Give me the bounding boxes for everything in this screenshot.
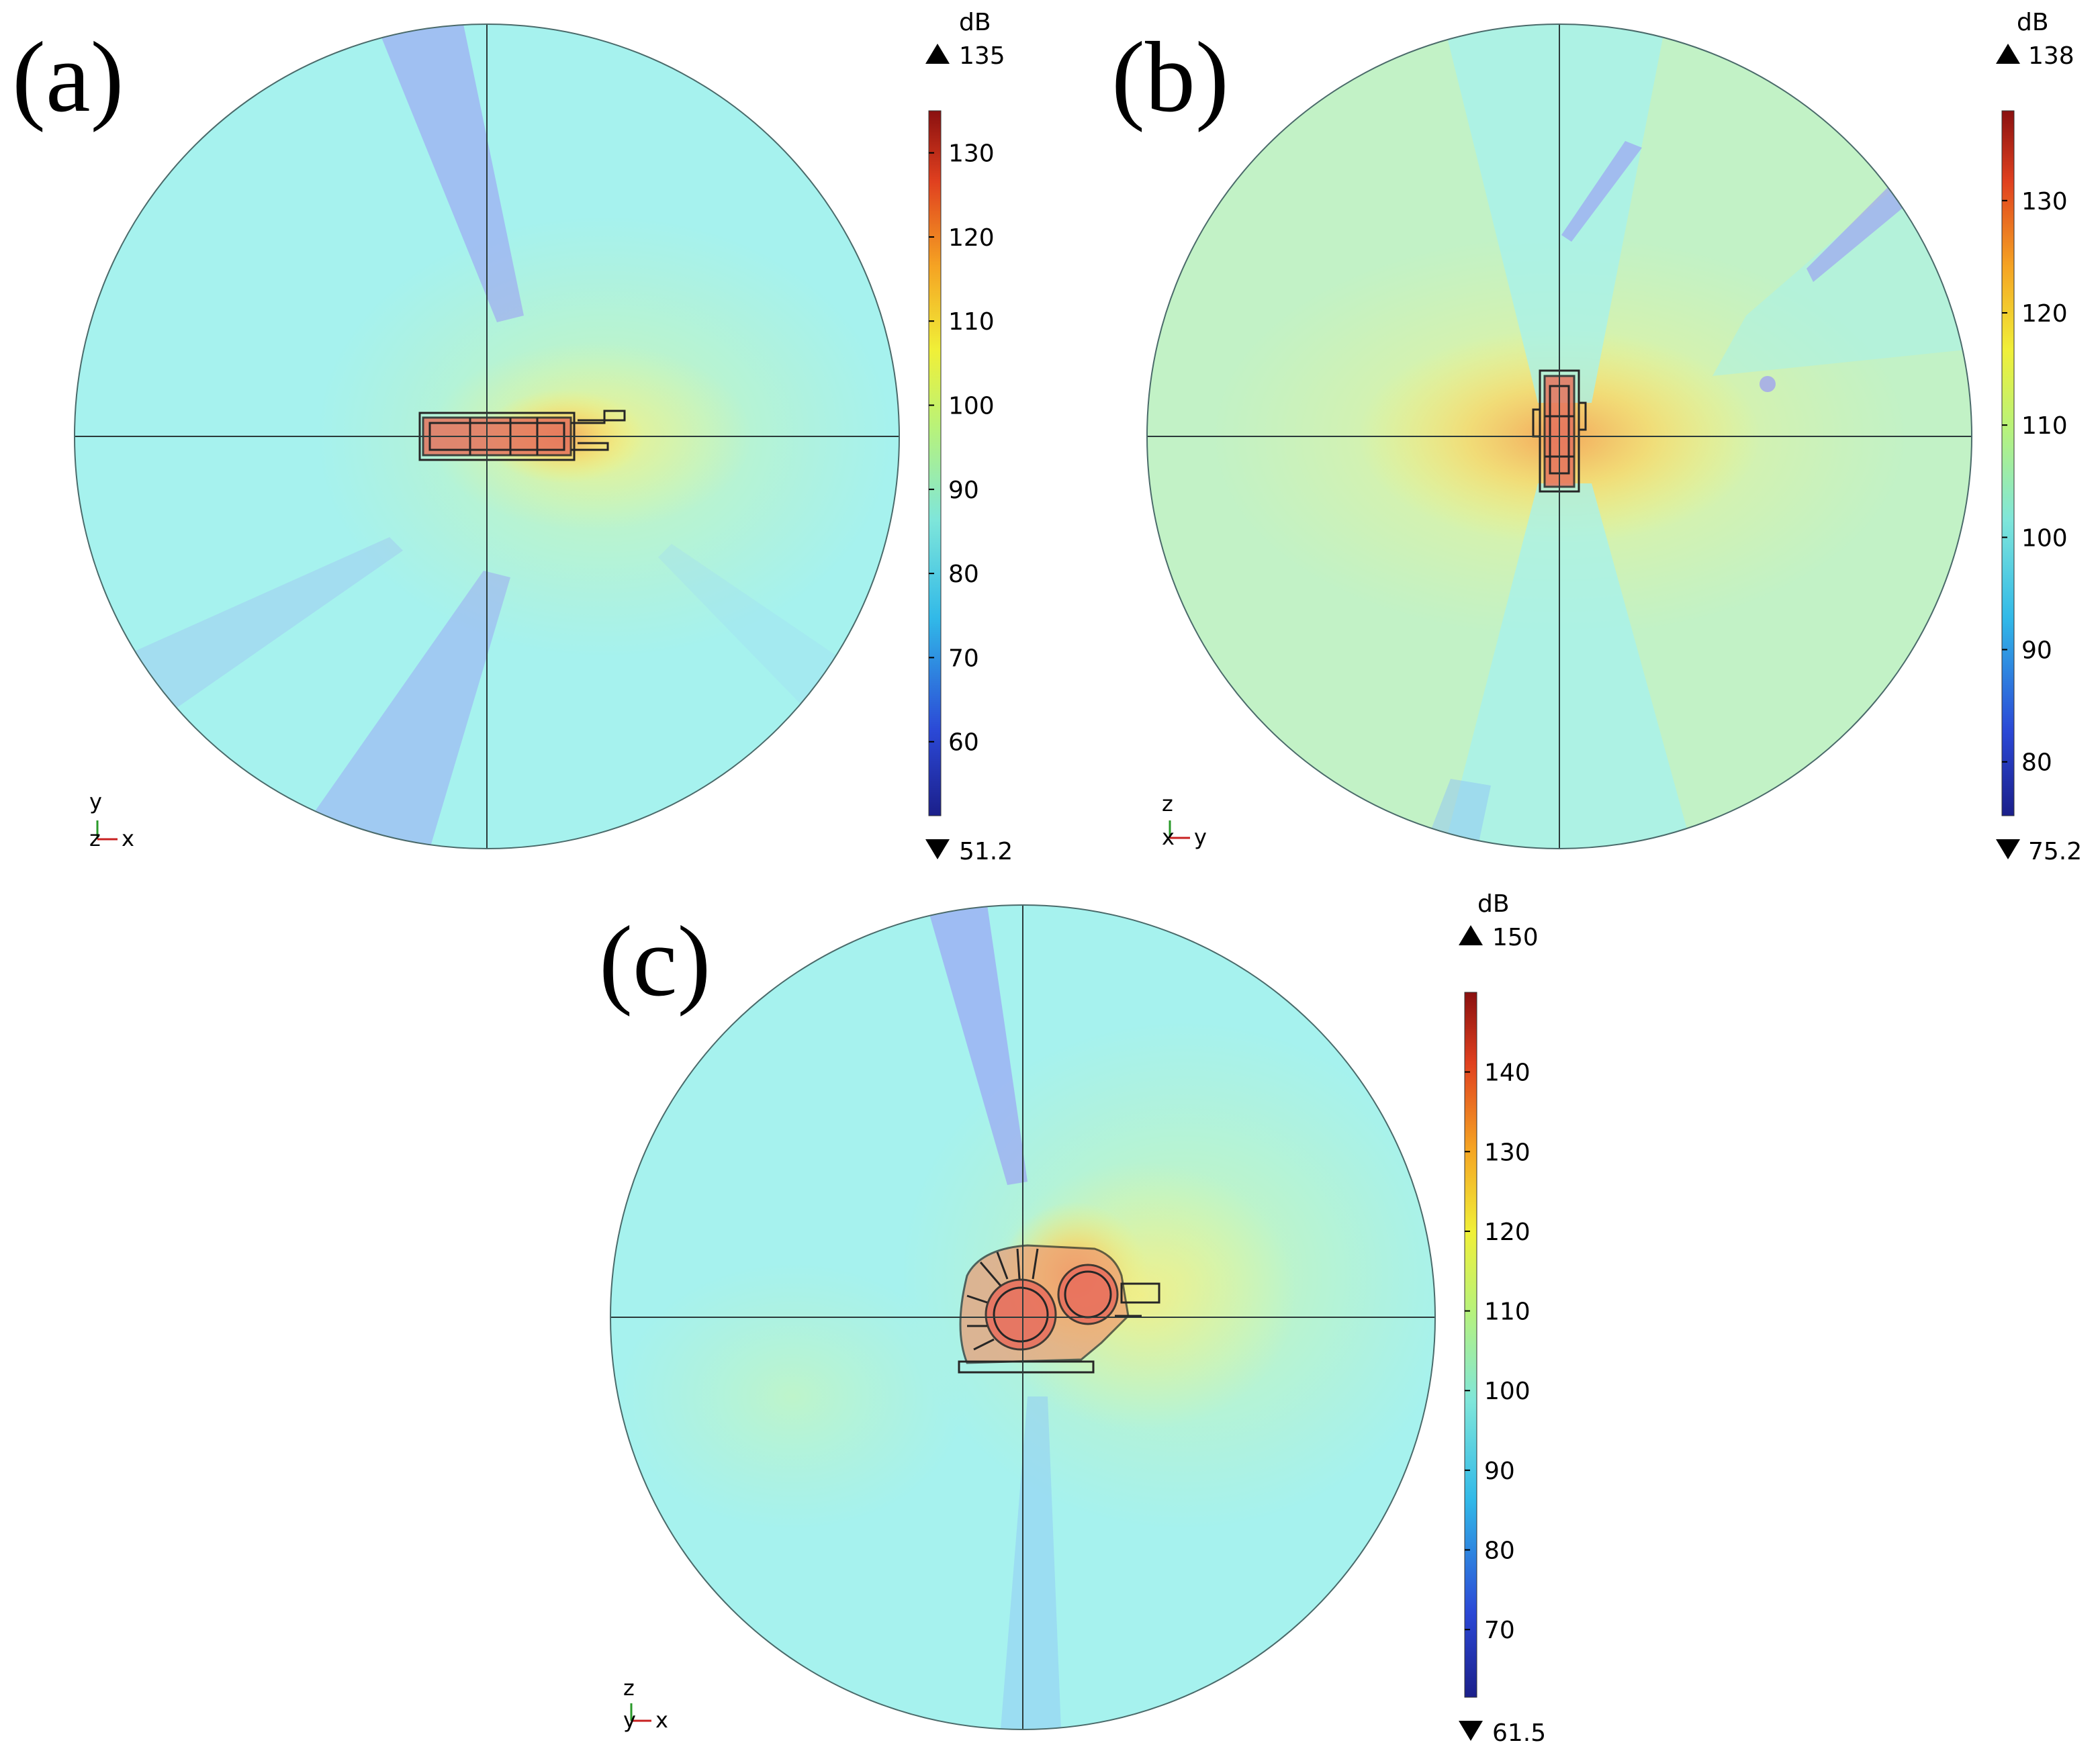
cold-streak — [1001, 1396, 1061, 1729]
axis-right-label: x — [655, 1707, 668, 1733]
max-triangle-icon — [1996, 44, 2020, 64]
colorbar-tick-label: 90 — [1484, 1458, 1515, 1485]
colorbar-tick-label: 110 — [2021, 412, 2068, 440]
field-plot-c — [610, 905, 1435, 1729]
colorbar-unit: dB — [1477, 890, 1510, 918]
max-triangle-icon — [1459, 925, 1483, 945]
colorbar-tick-label: 80 — [1484, 1537, 1515, 1565]
field-boundary — [610, 904, 1436, 1730]
cool-lobe — [1444, 24, 1665, 403]
colorbar-tick-label: 70 — [948, 645, 979, 672]
colorbar-tick-label: 80 — [948, 561, 979, 588]
colorbar-max: 135 — [959, 42, 1005, 70]
colorbar-tick-label: 120 — [2021, 300, 2068, 328]
panel-c: (c) dB 150 140 130 120 110 100 90 80 70 61.5 z … — [599, 890, 1546, 1747]
colorbar-min: 75.2 — [2028, 838, 2082, 865]
colorbar-ticks: 130 120 110 100 90 80 70 60 — [929, 140, 995, 757]
cold-spot — [1760, 376, 1776, 392]
cool-lobe — [1444, 483, 1692, 849]
panel-a: (a) dB 135 130 120 110 100 90 80 70 60 51.2 y z… — [12, 9, 1013, 865]
colorbar-tick-label: 120 — [948, 224, 995, 252]
panel-label: (c) — [599, 906, 711, 1017]
colorbar-ticks: 140 130 120 110 100 90 80 70 — [1465, 1059, 1531, 1644]
field-plot-b — [1147, 24, 1972, 849]
colorbar-tick-label: 60 — [948, 729, 979, 757]
cold-streak — [927, 905, 1028, 1185]
axis-triad-b: z x y — [1162, 791, 1207, 850]
colorbar-tick-label: 100 — [1484, 1378, 1531, 1405]
panel-b: (b) dB 138 130 120 110 100 90 80 75.2 z x y — [1111, 9, 2082, 865]
gearbox-outline — [958, 1244, 1160, 1374]
field-boundary — [1146, 23, 1972, 849]
colorbar-tick-label: 80 — [2021, 749, 2052, 777]
field-boundary — [74, 23, 900, 849]
colorbar-tick-label: 110 — [948, 308, 995, 336]
axis-out-label: x — [1162, 824, 1175, 850]
colorbar-tick-label: 90 — [2021, 637, 2052, 665]
colorbar-tick-label: 130 — [1484, 1139, 1531, 1166]
colorbar-tick-label: 110 — [1484, 1298, 1531, 1326]
min-triangle-icon — [1996, 839, 2020, 859]
colorbar-unit: dB — [2017, 9, 2049, 36]
panel-label: (a) — [12, 21, 124, 133]
colorbar-tick-label: 100 — [2021, 524, 2068, 552]
panel-label: (b) — [1111, 21, 1229, 133]
cold-streak — [1807, 181, 1911, 282]
colorbar-unit: dB — [959, 9, 991, 36]
colorbar-tick-label: 130 — [948, 140, 995, 168]
colorbar-tick-label: 70 — [1484, 1617, 1515, 1644]
colorbar-tick-label: 120 — [1484, 1219, 1531, 1246]
axis-up-label: z — [623, 1675, 635, 1701]
max-triangle-icon — [925, 44, 950, 64]
axis-up-label: y — [89, 789, 102, 814]
colorbar-tick-label: 100 — [948, 393, 995, 420]
colorbar-c: dB 150 140 130 120 110 100 90 80 70 61.5 — [1459, 890, 1546, 1747]
colorbar-ticks: 130 120 110 100 90 80 — [2002, 188, 2068, 777]
axis-out-label: y — [623, 1707, 636, 1733]
axis-right-label: y — [1194, 824, 1207, 850]
min-triangle-icon — [925, 839, 950, 859]
min-triangle-icon — [1459, 1721, 1483, 1741]
axis-up-label: z — [1162, 791, 1173, 816]
cold-streak — [289, 571, 510, 849]
field-lobe — [618, 1262, 967, 1531]
colorbar-tick-label: 130 — [2021, 188, 2068, 216]
cold-streak — [1561, 141, 1642, 242]
colorbar-a: dB 135 130 120 110 100 90 80 70 60 51.2 — [925, 9, 1013, 865]
axis-out-label: z — [89, 826, 101, 851]
axis-right-label: x — [122, 826, 134, 851]
colorbar-gradient — [928, 110, 942, 816]
colorbar-min: 61.5 — [1492, 1719, 1546, 1747]
colorbar-min: 51.2 — [959, 838, 1013, 865]
colorbar-gradient — [1464, 992, 1477, 1698]
axis-triad-c: z y x — [623, 1675, 668, 1733]
colorbar-b: dB 138 130 120 110 100 90 80 75.2 — [1996, 9, 2082, 865]
colorbar-max: 138 — [2028, 42, 2074, 70]
axis-triad-a: y z x — [89, 789, 134, 851]
colorbar-tick-label: 140 — [1484, 1059, 1531, 1087]
colorbar-tick-label: 90 — [948, 477, 979, 504]
colorbar-gradient — [2001, 110, 2015, 816]
field-plot-a — [75, 24, 899, 849]
colorbar-max: 150 — [1492, 924, 1539, 951]
